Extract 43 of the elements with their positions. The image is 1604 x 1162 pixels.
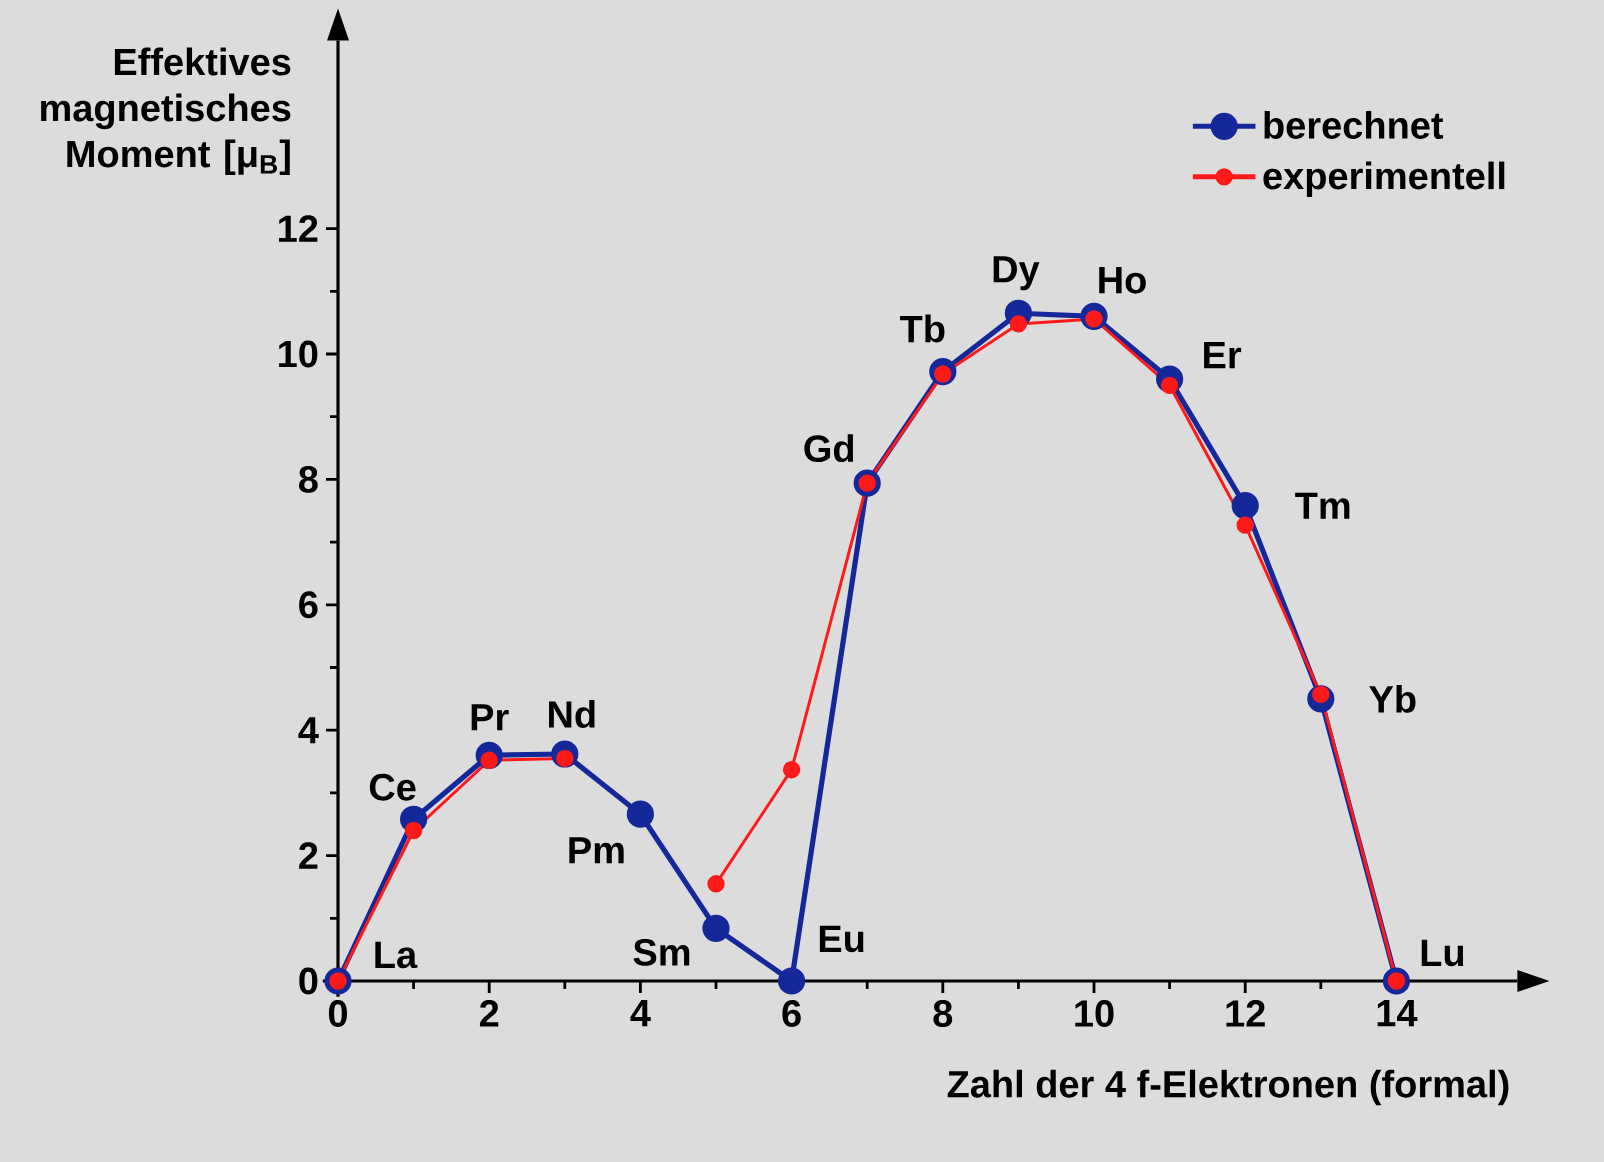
legend-label: experimentell xyxy=(1263,161,1505,197)
point xyxy=(702,914,730,942)
y-tick-label: 8 xyxy=(298,465,318,493)
point xyxy=(404,821,423,840)
x-tick-label: 0 xyxy=(328,1000,347,1027)
annotation: Sm xyxy=(633,938,690,966)
point xyxy=(782,761,801,779)
annotation: La xyxy=(375,941,418,969)
annotation: Pm xyxy=(569,837,624,864)
point xyxy=(1009,315,1028,333)
y-tick-label: 10 xyxy=(279,340,318,368)
x-axis-title: Zahl der 4 f-Elektronen (formal) xyxy=(947,1069,1509,1106)
annotation: Tm xyxy=(1295,492,1350,519)
annotation: Ho xyxy=(1099,267,1146,294)
annotation: Dy xyxy=(993,256,1040,291)
point xyxy=(1236,516,1254,534)
annotation: Gd xyxy=(804,434,854,463)
point xyxy=(1231,492,1259,520)
annotation: Yb xyxy=(1369,684,1416,713)
x-tick-label: 2 xyxy=(479,1000,499,1027)
x-tick-label: 10 xyxy=(1075,1000,1114,1027)
y-axis-title: Effektives magnetisches Moment [μ$_{B}$] xyxy=(40,47,291,175)
point xyxy=(626,800,654,828)
point xyxy=(707,875,725,893)
y-tick-label: 4 xyxy=(298,717,319,744)
annotation: Tb xyxy=(900,314,945,343)
annotation: Eu xyxy=(819,925,864,953)
annotation: Ce xyxy=(369,773,416,801)
point xyxy=(778,967,806,995)
annotation: Lu xyxy=(1421,939,1464,967)
y-tick-label: 0 xyxy=(299,967,318,995)
annotation: Nd xyxy=(549,700,595,728)
x-tick-label: 12 xyxy=(1226,1000,1265,1027)
x-tick-label: 8 xyxy=(933,1000,953,1027)
x-tick-label: 6 xyxy=(782,1000,801,1027)
annotation: Er xyxy=(1204,342,1242,369)
y-tick-label: 6 xyxy=(299,591,318,619)
y-tick-label: 12 xyxy=(279,215,318,242)
x-tick-label: 4 xyxy=(630,1000,651,1027)
x-tick-label: 14 xyxy=(1377,1000,1418,1027)
y-tick-label: 2 xyxy=(299,842,318,869)
annotation: Pr xyxy=(471,704,509,731)
legend-label: berechnet xyxy=(1264,111,1444,139)
